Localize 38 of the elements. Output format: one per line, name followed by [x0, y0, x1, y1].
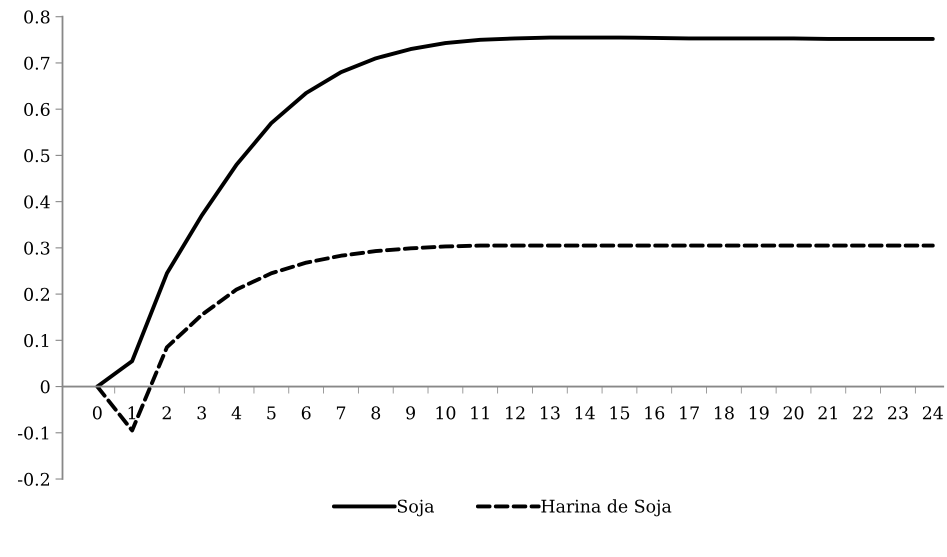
x-tick-label: 17	[680, 406, 699, 420]
x-tick-label: 7	[336, 406, 346, 420]
x-tick-label: 2	[162, 406, 171, 420]
y-tick-label: 0.4	[24, 195, 50, 208]
x-tick-label: 20	[784, 406, 804, 420]
x-tick-label: 23	[888, 406, 908, 420]
x-tick-label: 11	[471, 406, 489, 420]
x-tick-label: 1	[128, 406, 136, 420]
y-tick-label: -0.2	[18, 472, 49, 486]
x-tick-label: 10	[436, 406, 456, 420]
x-tick-label: 12	[506, 406, 524, 420]
x-tick-label: 21	[818, 406, 837, 420]
x-tick-label: 22	[853, 406, 872, 420]
x-tick-label: 4	[232, 406, 242, 420]
x-tick-label: 16	[645, 406, 664, 420]
x-tick-label: 3	[198, 406, 206, 420]
y-tick-label: 0.1	[24, 334, 48, 348]
y-tick-label: 0.8	[24, 10, 50, 24]
y-tick-label: 0.6	[24, 102, 50, 116]
x-tick-label: 6	[302, 406, 311, 420]
y-tick-label: 0.2	[24, 288, 49, 301]
x-tick-label: 13	[540, 406, 560, 420]
y-tick-label: -0.1	[18, 426, 48, 440]
x-tick-label: 15	[610, 406, 630, 420]
y-tick-label: 0	[40, 380, 50, 394]
x-tick-label: 5	[267, 406, 276, 420]
x-tick-label: 14	[576, 406, 595, 420]
x-tick-label: 19	[750, 406, 769, 420]
x-tick-label: 9	[406, 406, 415, 420]
x-tick-label: 0	[92, 406, 102, 420]
legend-label: Soja	[398, 500, 434, 516]
legend-label: Harina de Soja	[541, 499, 672, 516]
y-tick-label: 0.5	[24, 149, 50, 162]
x-tick-label: 18	[714, 406, 734, 420]
y-tick-label: 0.7	[24, 56, 50, 70]
x-tick-label: 8	[371, 406, 380, 420]
y-tick-label: 0.3	[24, 242, 50, 255]
x-tick-label: 24	[922, 406, 943, 420]
